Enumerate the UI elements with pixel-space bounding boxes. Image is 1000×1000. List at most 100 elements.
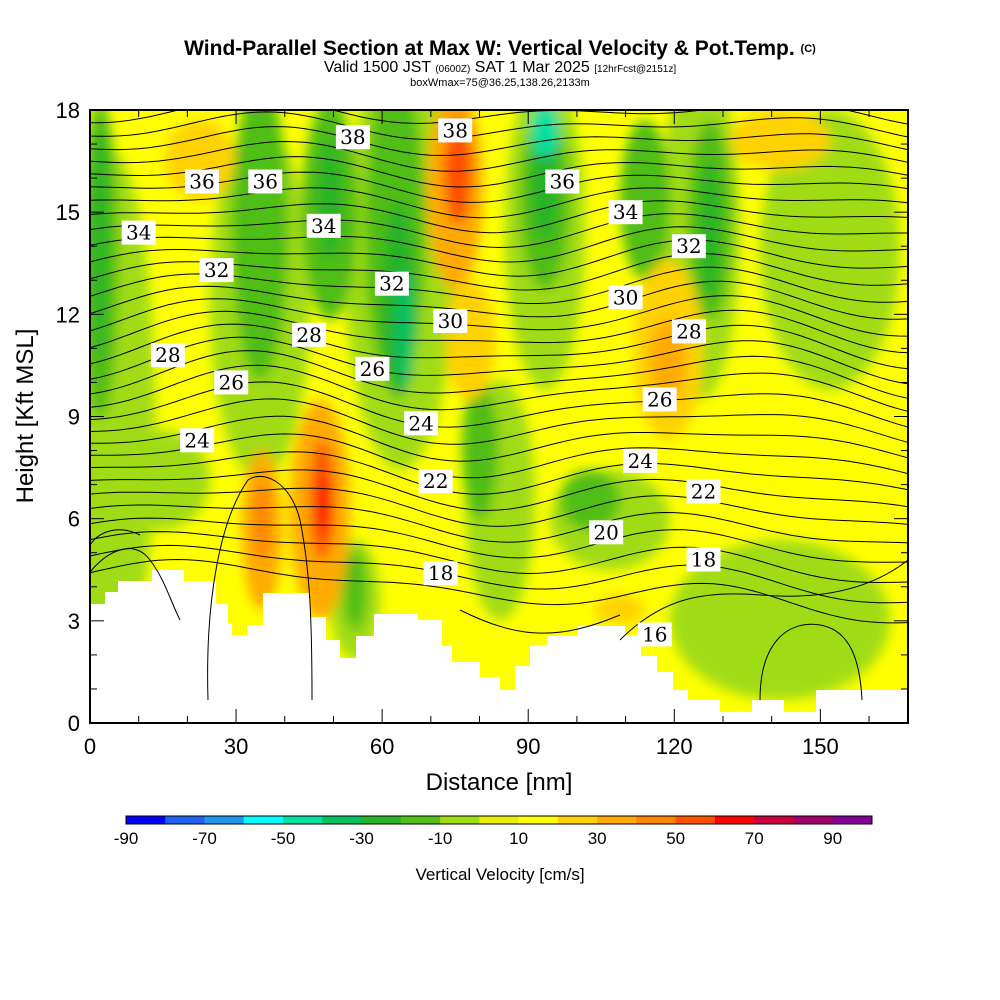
isentrope-label-bg: [404, 411, 439, 436]
colorbar-swatch: [400, 816, 441, 824]
isentrope-label-bg: [433, 309, 468, 334]
isentrope-line: [90, 110, 908, 125]
isentrope-line: [90, 398, 908, 445]
isentrope-line: [900, 110, 908, 112]
isentrope-label-text: 38: [442, 118, 467, 142]
isentrope-label-text: 20: [593, 520, 618, 544]
y-tick-label: 6: [68, 507, 80, 532]
colorbar-swatch: [243, 816, 284, 824]
isentrope-label-bg: [185, 169, 219, 194]
isentrope-label-text: 28: [155, 343, 180, 367]
isentrope-label: 38: [438, 118, 473, 143]
colorbar-tick-label: -50: [271, 829, 296, 848]
isentrope-label: 18: [423, 561, 458, 586]
isentrope-label-text: 24: [627, 449, 652, 473]
colorbar-swatch: [714, 816, 755, 824]
y-tick-label: 12: [56, 302, 80, 327]
colorbar-swatch: [440, 816, 480, 824]
isentrope-label-text: 22: [423, 469, 448, 493]
isentrope-label: 28: [292, 322, 327, 347]
isentrope-label-text: 36: [550, 170, 575, 194]
axis-ticks: [89, 109, 908, 724]
isentrope-label-bg: [686, 479, 721, 504]
isentrope-label: 16: [637, 622, 672, 647]
isentrope-line: [90, 323, 908, 370]
isentrope-label: 32: [199, 258, 234, 283]
isentrope-line: [90, 111, 908, 141]
valid-time-line: Valid 1500 JST (0600Z) SAT 1 Mar 2025 [1…: [323, 59, 677, 76]
isentrope-label-bg: [671, 234, 706, 259]
colorbar-tick-label: 30: [588, 829, 607, 848]
colorbar-tick-label: 50: [666, 829, 685, 848]
isentrope-label: 32: [374, 271, 409, 296]
isentrope-label-bg: [608, 285, 643, 310]
contour-labels: 38 38 36 36 36 34 34 34 32 32 32 30 30 28 28 28 26 26 26 24…: [121, 118, 721, 647]
isentrope-label-bg: [248, 169, 283, 194]
isentrope-line: [90, 226, 908, 263]
isentrope-label-text: 32: [676, 234, 701, 258]
isentrope-line: [90, 350, 908, 399]
isentrope-label-bg: [214, 370, 249, 395]
isentrope-label: 34: [608, 200, 643, 225]
isentrope-label-bg: [180, 428, 215, 453]
isentrope-line: [80, 69, 917, 97]
isentrope-label-bg: [545, 169, 580, 194]
isentrope-label-text: 34: [126, 221, 151, 245]
terrain-mask: [90, 570, 908, 723]
x-tick-label: 90: [516, 734, 540, 759]
isentrope-label-bg: [306, 213, 341, 238]
isentrope-label-text: 26: [218, 370, 243, 394]
isentrope-line: [90, 415, 908, 462]
isentrope-label-bg: [642, 387, 677, 412]
isentrope-line: [90, 469, 908, 511]
y-axis-label: Height [Kft MSL]: [12, 329, 39, 504]
colorbar-swatch: [597, 816, 637, 824]
isentrope-line: [90, 487, 908, 527]
isentrope-label-text: 22: [691, 479, 716, 503]
isentrope-line: [90, 140, 908, 172]
isentrope-label-text: 28: [296, 323, 321, 347]
isentrope-line: [90, 200, 908, 234]
isentrope-label-bg: [438, 118, 473, 143]
isentrope-label-text: 32: [379, 272, 404, 296]
colorbar-frame: [125, 815, 873, 825]
isentrope-label-bg: [292, 322, 327, 347]
isentrope-label-text: 18: [428, 561, 453, 585]
colorbar-swatch: [557, 816, 598, 824]
isentrope-line: [90, 239, 908, 277]
isentrope-label-text: 28: [676, 319, 701, 343]
isentrope-label-text: 24: [408, 411, 433, 435]
isentrope-label: 26: [642, 387, 677, 412]
isentrope-label-bg: [686, 547, 721, 572]
y-tick-label: 9: [68, 405, 80, 430]
isentrope-line: [90, 504, 908, 544]
isentrope-line: [90, 187, 908, 219]
isentrope-line: [90, 433, 908, 479]
isentrope-label: 34: [121, 220, 156, 245]
colorbar-tick-label: -70: [192, 829, 217, 848]
isentrope-label: 24: [404, 411, 439, 436]
isentrope-label-text: 36: [189, 170, 214, 194]
x-tick-label: 60: [370, 734, 394, 759]
isentrope-line: [90, 295, 908, 337]
box-wmax-line: boxWmax=75@36.25,138.26,2133m: [410, 77, 590, 89]
isentrope-line: [90, 309, 908, 354]
colorbar: [125, 815, 873, 825]
x-axis-label: Distance [nm]: [426, 769, 573, 796]
colorbar-swatch: [322, 816, 363, 824]
colorbar-tick-label: 90: [823, 829, 842, 848]
potential-temperature-contours: [80, 69, 917, 701]
x-tick-label: 0: [84, 734, 96, 759]
isentrope-label-bg: [418, 469, 453, 494]
isentrope-label-text: 26: [647, 388, 672, 412]
colorbar-tick-label: -10: [428, 829, 453, 848]
isentrope-label-bg: [150, 343, 185, 368]
isentrope-label-text: 24: [184, 428, 209, 452]
colorbar-swatch: [165, 816, 206, 824]
isentrope-label-bg: [374, 271, 409, 296]
x-tick-label: 150: [802, 734, 839, 759]
isentrope-label-text: 36: [253, 170, 278, 194]
isentrope-label-bg: [637, 622, 672, 647]
isentrope-label: 32: [671, 234, 706, 259]
